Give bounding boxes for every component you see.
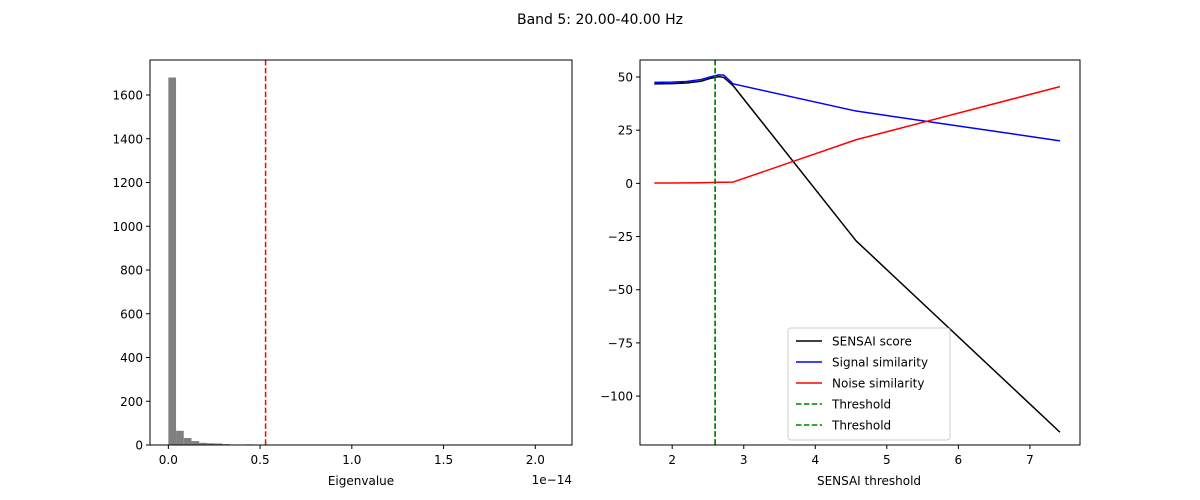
legend-box	[787, 327, 951, 441]
x-tick-label: 0.0	[159, 453, 178, 467]
histogram-bar	[214, 443, 223, 445]
left-x-ticks: 0.0 0.5 1.0 1.5 2.0	[159, 445, 545, 467]
y-tick-label: −50	[608, 283, 633, 297]
right-x-ticks: 2 3 4 5 6 7	[668, 445, 1034, 467]
y-tick-label: 1000	[112, 220, 143, 234]
histogram-bar	[206, 443, 215, 445]
y-tick-label: −100	[600, 390, 633, 404]
x-tick-label: 2	[668, 453, 676, 467]
left-x-label: Eigenvalue	[328, 474, 394, 488]
y-tick-label: 400	[120, 351, 143, 365]
legend: SENSAI score Signal similarity Noise simil…	[787, 327, 951, 441]
y-tick-label: 50	[618, 71, 633, 85]
x-tick-label: 2.0	[526, 453, 545, 467]
x-tick-label: 6	[955, 453, 963, 467]
x-tick-label: 1.5	[434, 453, 453, 467]
y-tick-label: 0	[625, 177, 633, 191]
x-tick-label: 3	[740, 453, 748, 467]
left-x-offset-label: 1e−14	[532, 473, 572, 487]
y-tick-label: 200	[120, 395, 143, 409]
x-tick-label: 0.5	[251, 453, 270, 467]
left-y-ticks: 0 200 400 600 800 1000 1200 1400 1600	[112, 89, 150, 453]
right-axes-frame	[639, 59, 1081, 446]
legend-label: Threshold	[831, 419, 891, 433]
y-tick-label: 25	[618, 124, 633, 138]
legend-label: Threshold	[831, 398, 891, 412]
histogram-bar	[176, 430, 184, 445]
y-tick-label: −25	[608, 230, 633, 244]
legend-label: Noise similarity	[832, 377, 924, 391]
y-tick-label: 1200	[112, 176, 143, 190]
left-axes-frame	[149, 59, 573, 446]
x-tick-label: 4	[811, 453, 819, 467]
histogram-bar	[191, 441, 200, 445]
histogram-bar	[183, 438, 192, 445]
y-tick-label: 0	[135, 439, 143, 453]
series-line	[654, 74, 1061, 142]
right-y-ticks: 50 25 0 −25 −50 −75 −100	[600, 71, 640, 404]
x-tick-label: 5	[883, 453, 891, 467]
y-tick-label: 800	[120, 264, 143, 278]
histogram-bars	[168, 77, 269, 445]
y-tick-label: 600	[120, 307, 143, 321]
histogram-bar	[168, 77, 177, 445]
y-tick-label: −75	[608, 336, 633, 350]
x-tick-label: 1.0	[342, 453, 361, 467]
y-tick-label: 1400	[112, 132, 143, 146]
legend-label: SENSAI score	[832, 335, 912, 349]
histogram-chart: 0.0 0.5 1.0 1.5 2.0 0 200 400 600 800 1000 1200 140…	[112, 59, 573, 488]
histogram-bar	[199, 442, 207, 445]
figure-title: Band 5: 20.00-40.00 Hz	[517, 12, 683, 28]
line-chart: 2 3 4 5 6 7 50 25 0 −25 −50 −75 −100 SENSAI thresho…	[600, 59, 1081, 488]
y-tick-label: 1600	[112, 89, 143, 103]
x-tick-label: 7	[1026, 453, 1034, 467]
legend-label: Signal similarity	[832, 356, 928, 370]
right-x-label: SENSAI threshold	[817, 474, 921, 488]
